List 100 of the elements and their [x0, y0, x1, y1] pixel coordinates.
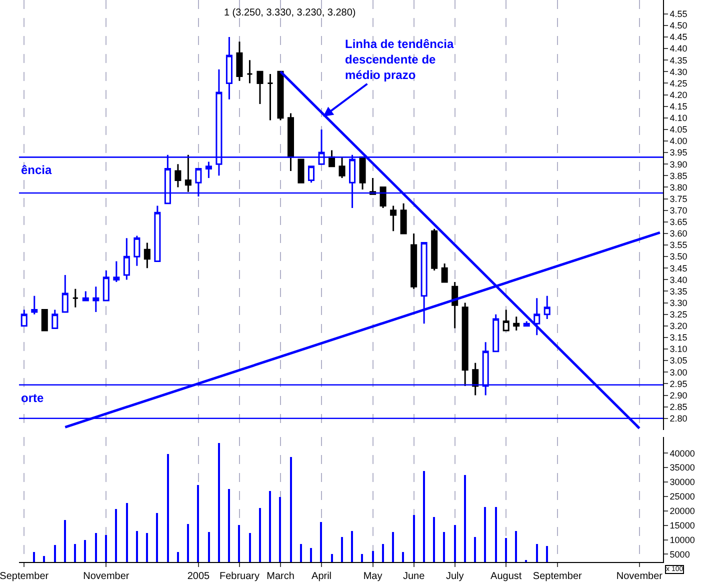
y-tick-label: 2.95: [670, 378, 688, 389]
y-tick-label: 3.90: [670, 159, 688, 170]
y-tick-label: 3.05: [670, 356, 688, 366]
y-tick-label: 3.20: [670, 321, 688, 332]
candlestick: [52, 308, 58, 329]
y-tick-label: 3.15: [670, 332, 688, 343]
y-tick-label: 4.55: [670, 9, 688, 20]
y-tick-label: 10000: [670, 534, 695, 545]
candlestick: [308, 166, 315, 184]
y-tick-label: 4.40: [670, 44, 688, 54]
y-tick-label: 15000: [670, 520, 695, 530]
y-tick-label: 4.15: [670, 101, 688, 112]
y-tick-label: 3.10: [670, 344, 688, 354]
candlestick: [256, 70, 264, 105]
candlestick: [134, 235, 140, 267]
y-tick-label: 3.25: [670, 310, 688, 320]
y-tick-label: 3.45: [670, 263, 688, 274]
text: 1 (3.250, 3.330, 3.230, 3.280): [224, 8, 356, 19]
candlestick: [410, 232, 418, 290]
x-tick-label: March: [266, 571, 294, 582]
y-tick-label: 3.75: [670, 194, 688, 204]
candlestick: [431, 228, 438, 272]
x-tick-label: September: [0, 571, 50, 582]
y-tick-label: 4.35: [670, 55, 688, 66]
y-tick-label: 3.00: [670, 367, 688, 378]
x-tick-label: June: [402, 571, 426, 582]
x-tick-label: May: [363, 571, 382, 582]
y-tick-label: 4.25: [670, 78, 688, 88]
y-tick-label: 40000: [670, 448, 695, 458]
candlestick: [544, 295, 550, 320]
candlestick: [513, 316, 520, 332]
y-tick-label: 25000: [670, 492, 695, 502]
y-tick-label: 3.95: [670, 148, 688, 158]
y-tick-label: 3.80: [670, 182, 688, 192]
x-tick-label: September: [532, 571, 583, 582]
y-tick-label: 3.35: [670, 286, 688, 296]
candlestick: [102, 270, 110, 302]
y-tick-label: 3.85: [670, 170, 688, 181]
candlestick: [462, 302, 468, 387]
candlestick: [380, 186, 386, 209]
candlestick: [338, 156, 346, 179]
y-tick-label: 3.60: [670, 228, 688, 239]
y-tick-label: 3.65: [670, 217, 688, 228]
x-tick-label: April: [312, 571, 332, 582]
candlestick: [390, 204, 397, 232]
y-tick-label: 4.20: [670, 90, 688, 100]
candlestick: [123, 237, 130, 280]
candlestick: [62, 274, 68, 313]
y-tick-label: 3.70: [670, 205, 688, 216]
x-tick-label: August: [490, 571, 522, 582]
ref-line-label: ência: [21, 163, 52, 177]
y-tick-label: 4.30: [670, 66, 688, 77]
candlestick: [41, 308, 48, 332]
y-tick-label: 2.90: [670, 390, 688, 400]
candlestick: [472, 362, 479, 396]
candlestick: [298, 158, 304, 184]
candlestick: [277, 70, 284, 121]
candlestick: [441, 262, 448, 283]
candlestick: [20, 308, 28, 327]
candlestick: [400, 202, 407, 234]
candlestick: [113, 260, 120, 283]
y-tick-label: 3.50: [670, 252, 688, 262]
candlestick: [31, 295, 38, 316]
y-tick-label: 5000: [670, 549, 690, 560]
candlestick: [359, 156, 366, 190]
y-tick-label: 4.05: [670, 124, 688, 135]
y-tick-label: 2.85: [670, 402, 688, 412]
y-tick-label: 4.50: [670, 20, 688, 31]
y-tick-label: 4.45: [670, 32, 688, 42]
candlestick: [246, 59, 253, 84]
y-tick-label: 3.40: [670, 274, 688, 285]
candlestick: [174, 163, 182, 188]
candlestick: [72, 288, 79, 308]
y-tick-label: 3.55: [670, 240, 688, 250]
candlestick: [226, 36, 232, 100]
candlestick: [287, 112, 294, 172]
y-tick-label: 30000: [670, 477, 695, 488]
y-tick-label: 4.10: [670, 113, 688, 124]
x-tick-label: February: [219, 571, 260, 582]
candlestick: [144, 242, 150, 269]
candlestick: [184, 154, 192, 193]
candlestick: [82, 290, 89, 302]
candlestick: [420, 242, 428, 324]
candlestick: [266, 73, 274, 121]
candlestick: [502, 308, 510, 332]
candlestick: [236, 40, 243, 82]
annotation: Linha de tendência descendente de médio prazo: [345, 37, 454, 82]
x-tick-label: July: [446, 571, 464, 582]
x-tick-label: 2005: [187, 571, 210, 582]
candlestick: [154, 204, 161, 262]
x-tick-label: November: [83, 571, 130, 582]
ref-line-label: orte: [21, 391, 44, 405]
candlestick: [492, 314, 500, 352]
y-tick-label: 4.00: [670, 136, 688, 146]
candlestick: [92, 286, 100, 313]
y-tick-label: 20000: [670, 506, 695, 516]
y-tick-label: 35000: [670, 462, 695, 473]
x-tick-label: November: [616, 571, 664, 582]
candlestick: [534, 297, 540, 336]
y-tick-label: 2.80: [670, 414, 688, 424]
